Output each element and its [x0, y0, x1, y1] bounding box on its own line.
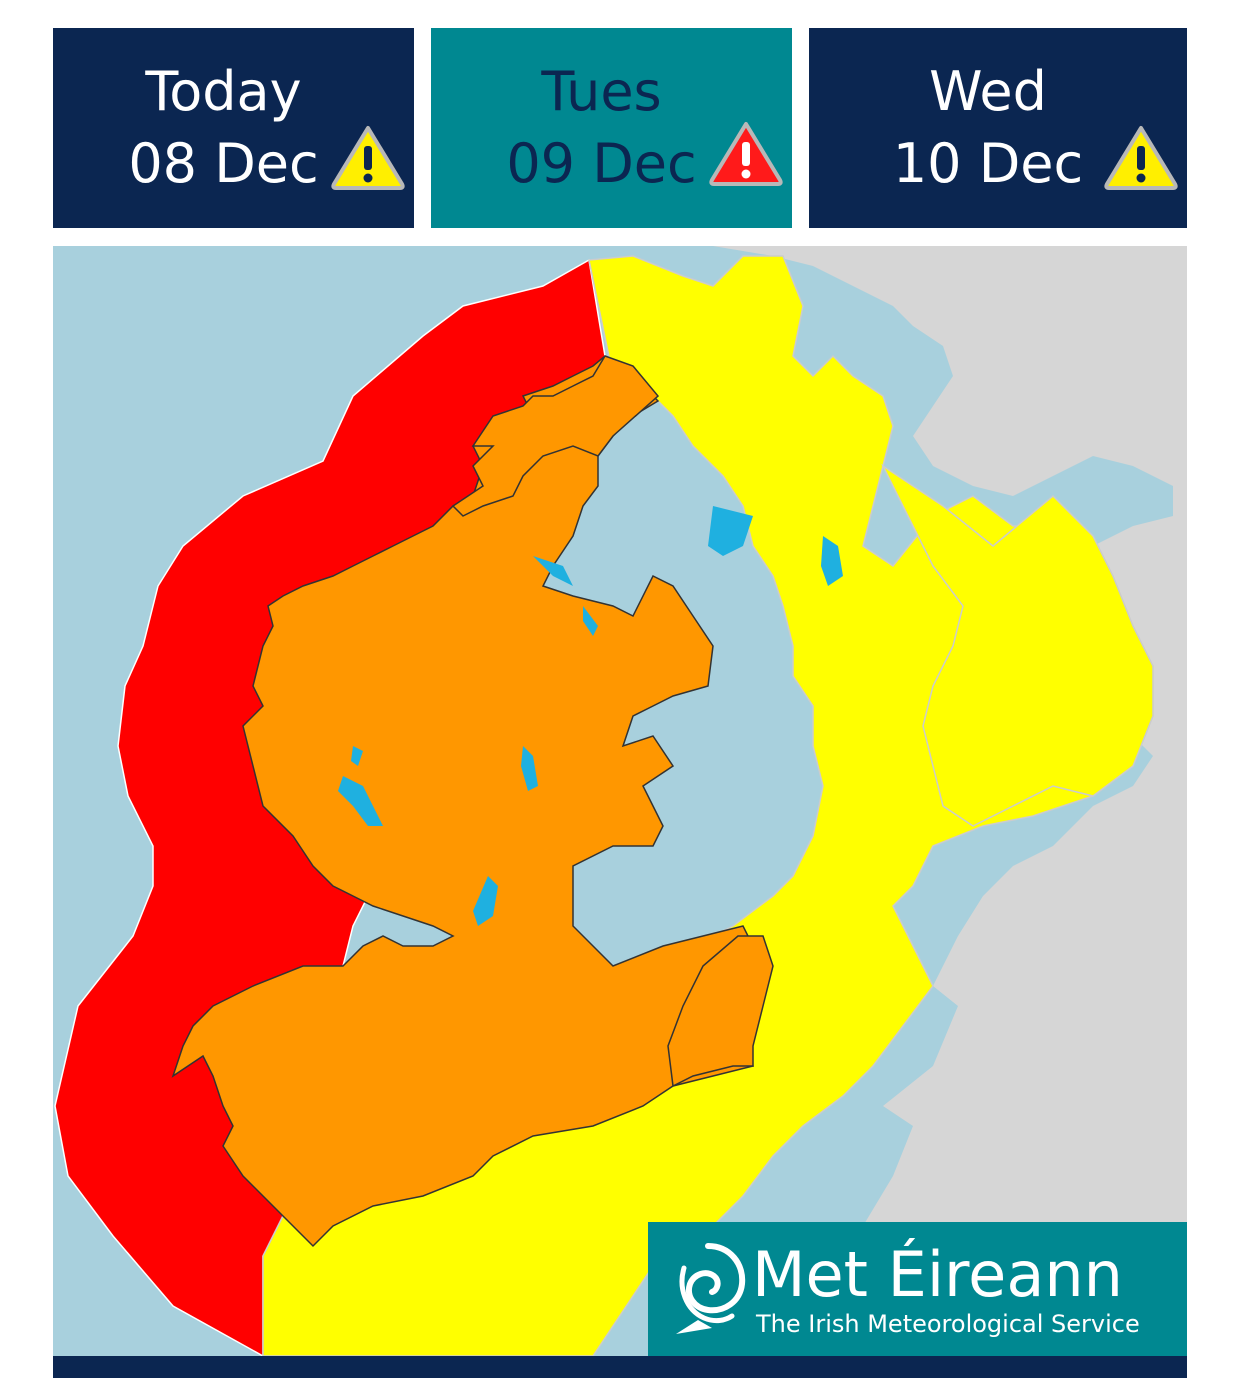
warning-map[interactable]	[53, 246, 1187, 1356]
footer-bar	[53, 1356, 1187, 1378]
lough-ree	[521, 746, 538, 791]
tab-day-label: Today	[145, 60, 302, 123]
tab-day-label: Wed	[929, 60, 1047, 123]
tab-date-label: 09 Dec	[506, 132, 697, 195]
tab-wed[interactable]: Wed 10 Dec	[809, 28, 1187, 228]
warning-icon	[331, 126, 405, 190]
yellow-warning-zone-east[interactable]	[881, 463, 1154, 827]
lough-neagh	[708, 506, 753, 556]
tab-today[interactable]: Today 08 Dec	[53, 28, 414, 228]
lough-mask	[351, 746, 363, 766]
great-britain-land	[713, 246, 1187, 1356]
lough-derg	[473, 876, 498, 926]
orange-warning-zone[interactable]	[171, 355, 764, 1248]
logo-brand: Met Éireann	[752, 1238, 1123, 1311]
lough-corrib	[338, 776, 383, 826]
warning-icon	[709, 122, 783, 186]
orange-warning-zone-southeast[interactable]	[667, 935, 774, 1088]
lough-erne	[533, 556, 598, 636]
orange-warning-zone-north[interactable]	[451, 355, 660, 517]
tab-tues[interactable]: Tues 09 Dec	[431, 28, 792, 228]
met-eireann-logo: Met Éireann The Irish Meteorological Ser…	[648, 1222, 1187, 1356]
warning-icon	[1104, 126, 1178, 190]
tab-date-label: 10 Dec	[892, 132, 1084, 195]
logo-tagline: The Irish Meteorological Service	[756, 1310, 1140, 1338]
tab-date-label: 08 Dec	[128, 132, 319, 195]
tab-day-label: Tues	[541, 60, 662, 123]
strangford-lough	[821, 536, 843, 586]
swirl-icon	[676, 1243, 746, 1334]
